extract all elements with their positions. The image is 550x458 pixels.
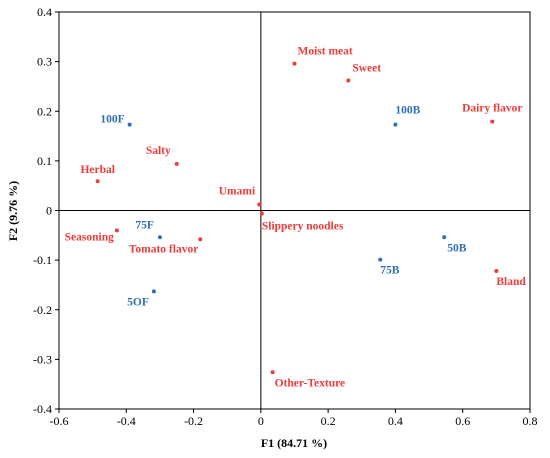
x-tick-label: 0: [258, 414, 264, 428]
sample-point-75f: [157, 235, 162, 240]
x-tick-label: 0.2: [321, 414, 336, 428]
sample-label-50b: 50B: [447, 242, 467, 254]
sample-point-75b: [378, 257, 383, 262]
zero-axes: [59, 12, 530, 409]
sample-label-5of: 5OF: [127, 296, 149, 308]
y-tick-label: 0.3: [37, 55, 52, 69]
x-tick-label: -0.6: [50, 414, 69, 428]
y-tick-label: 0: [46, 204, 52, 218]
attribute-point-dairy-flavor: [490, 119, 495, 124]
sample-label-100f: 100F: [100, 114, 124, 126]
attribute-point-salty: [174, 161, 179, 166]
attribute-point-sweet: [346, 78, 351, 83]
attribute-point-umami: [257, 202, 262, 207]
point-labels: Moist meat Sweet Dairy flavor Salty Herbal Um…: [65, 46, 527, 390]
attribute-point-moist-meat: [292, 61, 297, 66]
x-tick-label: -0.2: [184, 414, 203, 428]
x-axis-title: F1 (84.71 %): [261, 436, 327, 450]
attribute-label-sweet: Sweet: [352, 62, 381, 74]
data-points: [95, 61, 499, 375]
sample-label-75b: 75B: [380, 265, 400, 277]
x-tick-label: 0.8: [523, 414, 538, 428]
sample-point-50b: [442, 235, 447, 240]
sample-point-100f: [127, 122, 132, 127]
sample-label-75f: 75F: [135, 219, 154, 231]
attribute-label-dairy-flavor: Dairy flavor: [462, 103, 522, 115]
attribute-point-bland: [494, 269, 499, 274]
y-tick-label: 0.1: [37, 154, 52, 168]
y-tick-label: -0.3: [33, 352, 52, 366]
y-tick-label: -0.2: [33, 303, 52, 317]
attribute-label-slippery-noodles: Slippery noodles: [262, 220, 344, 232]
y-tick-label: 0.4: [37, 5, 52, 19]
y-tick-label: -0.1: [33, 253, 52, 267]
x-tick-label: 0.6: [455, 414, 470, 428]
attribute-label-seasoning: Seasoning: [65, 231, 114, 243]
y-tick-label: -0.4: [33, 402, 52, 416]
attribute-label-tomato-flavor: Tomato flavor: [129, 243, 199, 255]
attribute-point-other-texture: [270, 370, 275, 375]
attribute-point-herbal: [95, 179, 100, 184]
attribute-label-bland: Bland: [496, 276, 526, 288]
sample-point-100b: [393, 122, 398, 127]
attribute-label-moist-meat: Moist meat: [298, 46, 353, 58]
attribute-point-seasoning: [114, 228, 119, 233]
sample-point-5of: [151, 289, 156, 294]
y-tick-label: 0.2: [37, 104, 52, 118]
attribute-label-other-texture: Other-Texture: [275, 377, 345, 389]
y-axis-title: F2 (9.76 %): [6, 181, 20, 241]
x-tick-label: 0.4: [388, 414, 403, 428]
attribute-point-tomato-flavor: [198, 237, 203, 242]
x-tick-label: -0.4: [117, 414, 136, 428]
axis-ticks: -0.6 -0.4 -0.2 0 0.2 0.4 0.6 0.8-0.4-0.3-0.2-0.…: [33, 5, 538, 428]
attribute-point-slippery-noodles: [259, 211, 264, 216]
attribute-label-umami: Umami: [219, 186, 256, 198]
sample-label-100b: 100B: [395, 105, 420, 117]
attribute-label-herbal: Herbal: [80, 164, 115, 176]
attribute-label-salty: Salty: [146, 145, 171, 157]
